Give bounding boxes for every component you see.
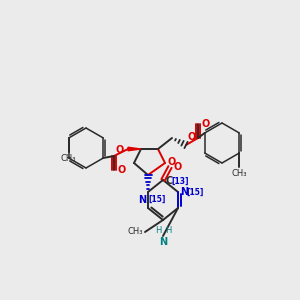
Text: O: O [168, 157, 176, 167]
Text: O: O [201, 119, 209, 129]
Text: CH₃: CH₃ [232, 169, 247, 178]
Text: N: N [138, 195, 146, 205]
Text: [15]: [15] [186, 188, 203, 196]
Text: N: N [159, 237, 167, 247]
Text: O: O [174, 162, 182, 172]
Text: H: H [165, 226, 171, 235]
Text: O: O [116, 145, 124, 155]
Text: CH₃: CH₃ [128, 227, 143, 236]
Text: O: O [117, 165, 125, 175]
Text: [13]: [13] [171, 176, 188, 185]
Text: O: O [187, 132, 195, 142]
Text: H: H [155, 226, 161, 235]
Text: C: C [165, 176, 172, 186]
Text: [15]: [15] [148, 195, 165, 204]
Text: CH₃: CH₃ [61, 154, 76, 163]
Text: N: N [180, 187, 188, 197]
Polygon shape [128, 147, 141, 151]
